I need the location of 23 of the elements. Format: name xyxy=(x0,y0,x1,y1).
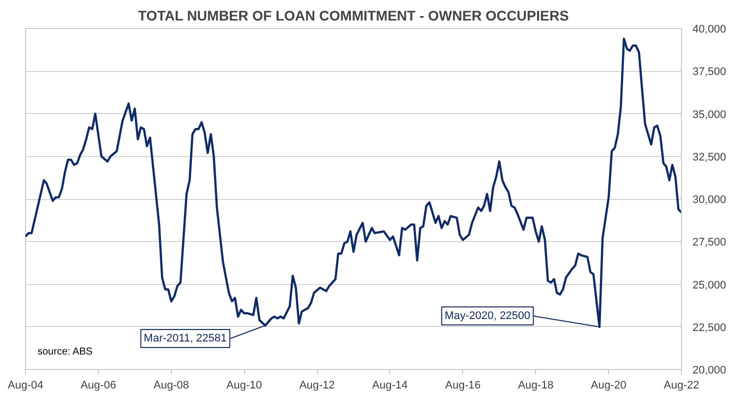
x-tick-label: Aug-16 xyxy=(445,380,481,392)
x-tick-label: Aug-20 xyxy=(590,380,626,392)
y-tick-label: 27,500 xyxy=(692,236,726,249)
y-tick-label: 25,000 xyxy=(692,279,726,292)
annotation: May-2020, 22500 xyxy=(444,310,530,322)
x-tick-label: Aug-12 xyxy=(299,380,335,392)
y-tick-label: 32,500 xyxy=(692,151,726,164)
y-tick-label: 35,000 xyxy=(692,108,726,121)
x-tick-label: Aug-14 xyxy=(372,380,408,392)
y-tick-label: 30,000 xyxy=(692,194,726,206)
x-tick-label: Aug-18 xyxy=(518,380,554,392)
y-tick-label: 22,500 xyxy=(692,322,726,334)
chart-title: TOTAL NUMBER OF LOAN COMMITMENT - OWNER OCCUPIERS xyxy=(138,8,569,24)
y-tick-label: 20,000 xyxy=(692,364,726,376)
x-tick-label: Aug-22 xyxy=(664,380,700,392)
x-tick-label: Aug-04 xyxy=(8,380,44,392)
y-tick-label: 37,500 xyxy=(692,66,726,78)
x-tick-label: Aug-10 xyxy=(226,380,262,392)
annotation: Mar-2011, 22581 xyxy=(144,332,227,344)
x-tick-label: Aug-08 xyxy=(154,380,190,392)
y-tick-label: 40,000 xyxy=(692,24,726,36)
annotation: source: ABS xyxy=(38,346,93,358)
x-tick-label: Aug-06 xyxy=(80,380,116,392)
